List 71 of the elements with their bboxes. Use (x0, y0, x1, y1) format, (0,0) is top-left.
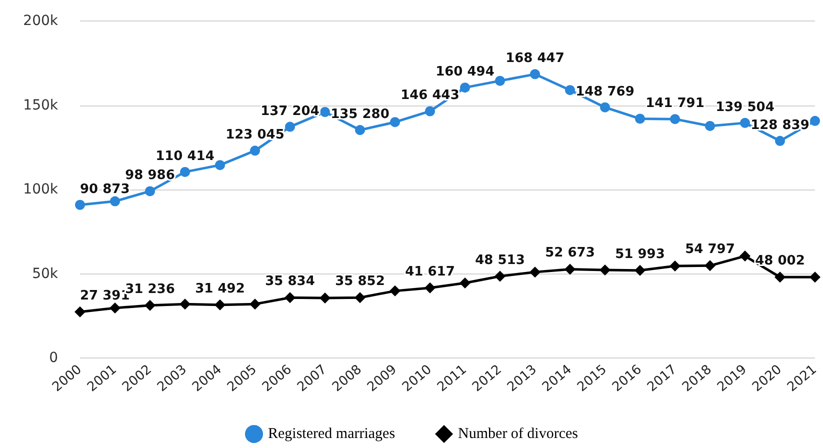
point (564, 264, 576, 275)
point (180, 298, 190, 310)
point (495, 76, 505, 86)
point (774, 272, 786, 283)
data-label: 137 204 (260, 104, 320, 119)
point (600, 264, 610, 276)
point (354, 292, 366, 304)
point (110, 196, 120, 206)
point (775, 136, 785, 146)
point (635, 114, 645, 124)
data-label: 148 769 (576, 84, 634, 100)
data-label: 135 280 (330, 107, 390, 122)
data-label: 51 993 (615, 246, 665, 262)
data-label: 52 673 (545, 246, 595, 261)
point (670, 260, 680, 272)
data-label: 168 447 (506, 51, 564, 66)
point (250, 298, 260, 310)
point (670, 114, 680, 124)
point (740, 250, 750, 262)
data-label: 98 986 (125, 168, 175, 184)
point (810, 116, 820, 126)
point (600, 102, 610, 112)
data-label: 35 852 (335, 274, 385, 290)
point (74, 306, 86, 318)
data-label: 141 791 (646, 96, 704, 112)
y-tick-label: 200k (23, 13, 59, 29)
data-label: 48 513 (475, 252, 525, 268)
point (810, 272, 820, 283)
point (180, 166, 190, 177)
point (144, 300, 156, 311)
point (110, 302, 120, 314)
data-label: 48 002 (755, 254, 805, 269)
data-label: 110 414 (156, 148, 214, 164)
data-label: 41 617 (405, 264, 455, 280)
data-label: 90 873 (80, 182, 130, 197)
data-label: 128 839 (750, 118, 810, 133)
point (425, 106, 435, 116)
point (704, 260, 716, 272)
point (75, 200, 85, 210)
point (284, 292, 296, 304)
data-label: 139 504 (716, 100, 774, 115)
point (390, 285, 400, 296)
point (705, 120, 715, 131)
point (494, 270, 506, 282)
point (214, 299, 226, 310)
point (565, 85, 575, 96)
legend-label: Registered marriages (268, 426, 396, 442)
point (634, 264, 646, 276)
point (250, 146, 260, 156)
point (320, 292, 330, 304)
y-tick-label: 0 (49, 350, 58, 366)
point (145, 186, 155, 196)
point (530, 69, 540, 80)
point (460, 82, 470, 93)
data-label: 35 834 (265, 274, 315, 290)
y-tick-label: 50k (32, 266, 59, 282)
y-tick-label: 150k (23, 97, 59, 114)
data-label: 31 492 (195, 281, 245, 296)
point (740, 118, 750, 128)
legend-label: Number of divorces (458, 426, 578, 442)
point (215, 160, 225, 170)
point (460, 278, 470, 289)
data-label: 54 797 (685, 242, 735, 258)
point (390, 117, 400, 128)
point (320, 106, 330, 117)
point (285, 122, 295, 132)
point (530, 266, 540, 278)
y-tick-label: 100k (23, 182, 59, 198)
data-label: 160 494 (436, 64, 494, 80)
point (355, 125, 365, 136)
point (424, 282, 436, 294)
